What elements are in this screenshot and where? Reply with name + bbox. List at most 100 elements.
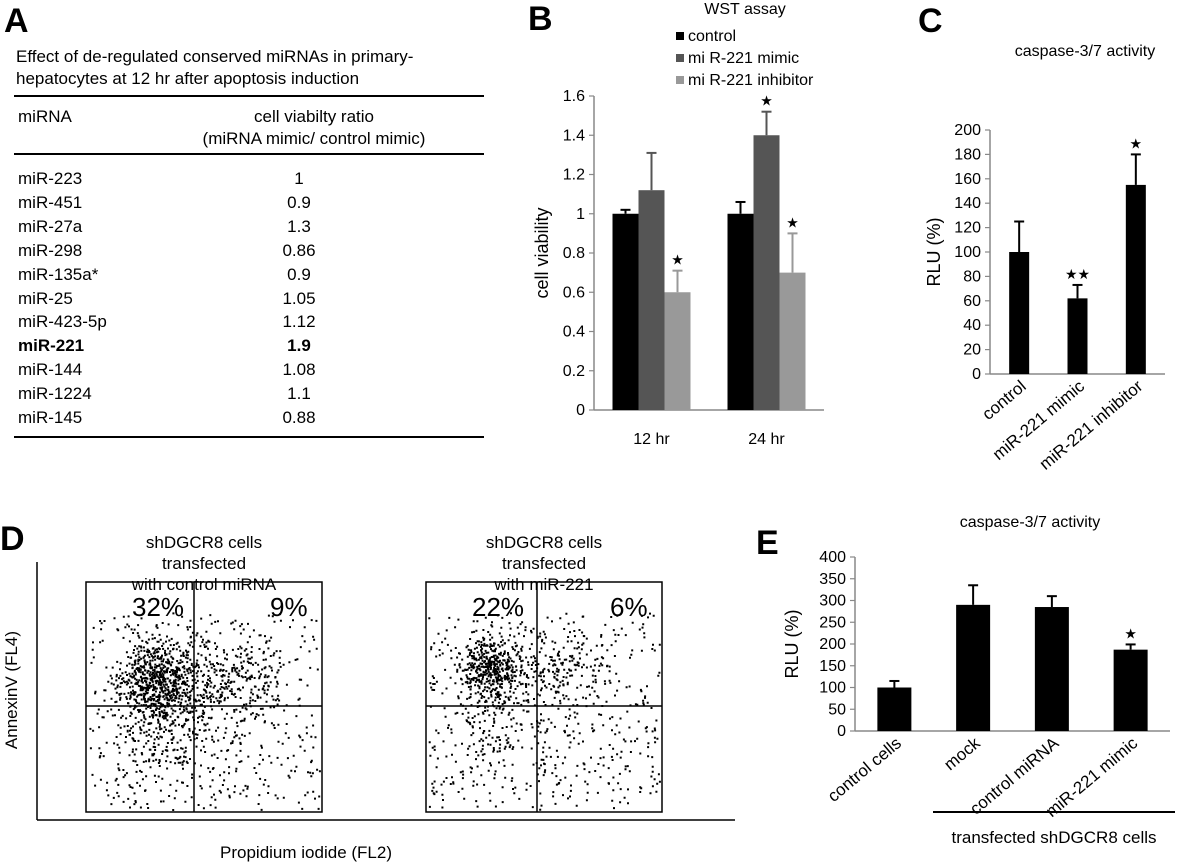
y-tick-label: 0.6 [563, 284, 585, 301]
y-tick-label: 150 [819, 658, 846, 675]
mirna-name: miR-223 [18, 169, 83, 188]
panel-label-d: D [0, 520, 25, 558]
panel-label-c: C [918, 2, 943, 40]
y-tick-label: 100 [819, 680, 846, 697]
flow-cytometry-plots: AnnexinV (FL4) Propidium iodide (FL2) shDG… [2, 533, 735, 862]
y-tick-label: 0.4 [563, 324, 585, 341]
x-category-label: mock [940, 733, 984, 774]
y-tick-label: 20 [963, 342, 981, 359]
mirna-name: miR-25 [18, 288, 73, 308]
significance-star: ★ [786, 214, 799, 230]
viability-ratio: 0.9 [287, 264, 311, 284]
table-row: miR-451 0.9 [14, 191, 484, 214]
chart-title: caspase-3/7 activity [960, 514, 1101, 531]
legend-swatch [676, 54, 684, 62]
column-header-ratio-line2: (miRNA mimic/ control mimic) [202, 129, 426, 148]
x-category-label: control cells [824, 734, 905, 806]
mirna-name: miR-145 [18, 408, 83, 427]
mirna-name: miR-423-5p [18, 312, 107, 332]
quadrant-percent-upper-right: 9% [270, 592, 308, 622]
y-tick-label: 350 [819, 571, 846, 588]
caspase-activity-chart-e: 0 50 100 150 200 250 300 350 400 RLU (%) caspase-3… [782, 514, 1175, 847]
scatter-dots [89, 612, 321, 811]
bar [1113, 649, 1148, 731]
y-tick-label: 250 [819, 614, 846, 631]
bar [638, 190, 665, 410]
quadrant-percent-upper-left: 22% [472, 592, 524, 622]
mirna-name: miR-451 [18, 192, 83, 212]
significance-star: ★★ [1065, 266, 1090, 282]
quadrant-percent-upper-left: 32% [132, 592, 184, 622]
y-axis-label: AnnexinV (FL4) [2, 631, 21, 749]
legend-label: mi R-221 inhibitor [688, 72, 814, 89]
y-tick-label: 160 [954, 171, 981, 188]
table-row: miR-221 1.9 [14, 334, 484, 357]
significance-star: ★ [671, 252, 684, 268]
y-tick-label: 1.2 [563, 167, 585, 184]
viability-ratio: 1.08 [282, 360, 316, 380]
plot-title-line: shDGCR8 cells [146, 533, 262, 552]
panel-label-b: B [528, 0, 553, 38]
plot-title-line: shDGCR8 cells [486, 533, 602, 552]
y-tick-label: 300 [819, 593, 846, 610]
plot-title-line: with control miRNA [131, 575, 277, 594]
table-row: miR-423-5p 1.12 [14, 310, 484, 333]
plot-frame [425, 581, 663, 813]
legend-swatch [676, 32, 684, 40]
scatter-dots [428, 612, 661, 811]
viability-ratio: 1.1 [287, 384, 311, 404]
legend-swatch [676, 76, 684, 84]
x-category-label: miR-221 inhibitor [1036, 376, 1147, 473]
viability-ratio: 1.05 [282, 288, 316, 308]
viability-ratio: 0.9 [287, 192, 311, 212]
table-row: miR-27a 1.3 [14, 215, 484, 238]
y-tick-label: 0.2 [563, 363, 585, 380]
bar [779, 272, 806, 410]
table-row: miR-144 1.08 [14, 358, 484, 381]
mirna-name: miR-1224 [18, 384, 92, 404]
column-header-ratio-line1: cell viabilty ratio [254, 107, 374, 126]
x-category-label: 12 hr [633, 431, 670, 448]
y-tick-label: 0.8 [563, 245, 585, 262]
panel-label-a: A [4, 2, 29, 40]
y-tick-label: 50 [828, 701, 846, 718]
viability-ratio: 1 [294, 169, 304, 188]
bar [1125, 184, 1146, 374]
significance-star: ★ [1130, 135, 1143, 151]
caspase-activity-chart-c: 0 20 40 60 80 100 120 140 160 180 200 RLU (%) caspas… [924, 43, 1165, 474]
chart-title: caspase-3/7 activity [1015, 43, 1156, 60]
y-tick-label: 1.6 [563, 88, 585, 105]
legend-label: mi R-221 mimic [688, 50, 799, 67]
viability-ratio: 0.88 [282, 408, 316, 427]
y-axis-label: RLU (%) [924, 217, 944, 286]
table-top-rule [14, 95, 484, 97]
plot-title-line: transfected [502, 554, 586, 573]
viability-ratio: 1.9 [287, 336, 311, 356]
y-tick-label: 0 [576, 402, 585, 419]
table-caption-line1: Effect of de-regulated conserved miRNAs … [16, 47, 414, 66]
bar [727, 213, 754, 410]
table-caption-line2: hepatocytes at 12 hr after apoptosis ind… [16, 69, 360, 88]
bar [1067, 298, 1088, 374]
table-row: miR-1224 1.1 [14, 382, 484, 405]
y-tick-label: 100 [954, 244, 981, 261]
wst-assay-chart: 0 0.2 0.4 0.6 0.8 1 1.2 1.4 1.6 cell viability WST… [532, 1, 824, 448]
y-tick-label: 0 [837, 723, 846, 740]
viability-ratio: 1.12 [282, 312, 316, 332]
table-row: miR-145 0.88 [14, 406, 484, 429]
mirna-name: miR-135a* [18, 264, 99, 284]
column-header-mirna: miRNA [18, 107, 72, 126]
x-category-label: control [978, 377, 1029, 424]
y-tick-label: 80 [963, 268, 981, 285]
plot-frame [85, 581, 323, 813]
y-tick-label: 180 [954, 146, 981, 163]
mirna-name: miR-144 [18, 360, 83, 380]
viability-ratio: 1.3 [287, 216, 311, 236]
plot-title-line: with miR-221 [493, 575, 593, 594]
significance-star: ★ [1124, 625, 1137, 641]
table-row: miR-298 0.86 [14, 239, 484, 262]
quadrant-percent-upper-right: 6% [610, 592, 648, 622]
legend-label: control [688, 28, 736, 45]
table-bottom-rule [14, 436, 484, 438]
bar [664, 292, 691, 410]
